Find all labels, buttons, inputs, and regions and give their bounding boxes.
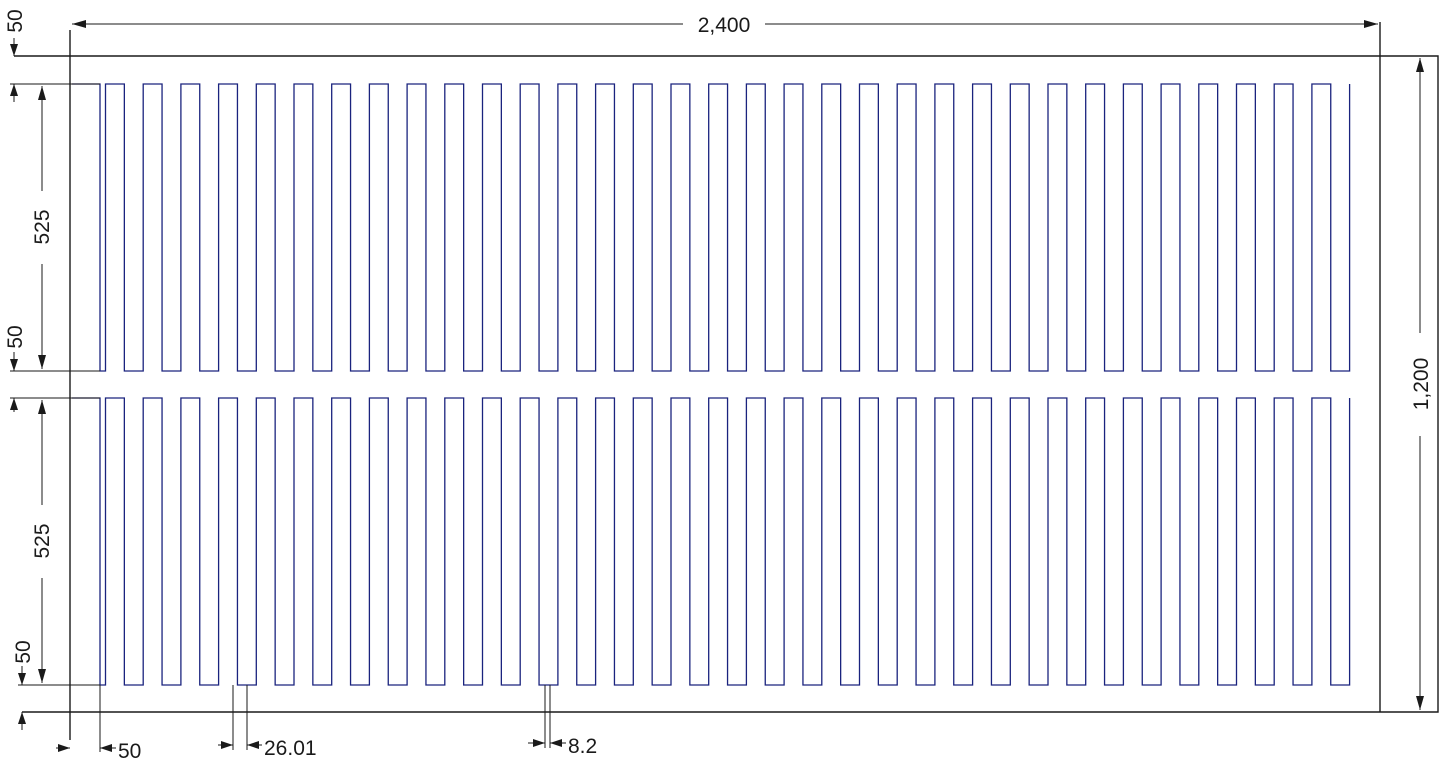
dim-finger-pitch: 26.01: [218, 685, 317, 760]
overall-height-label: 1,200: [1410, 358, 1433, 411]
upper-heating-row: [72, 83, 1351, 372]
lower-heating-row: [72, 397, 1351, 686]
dim-overall-height: 1,200: [1380, 55, 1433, 713]
lower-row-height-label: 525: [31, 523, 54, 558]
plate-outline: [14, 55, 1439, 713]
bottom-margin-label: 50: [12, 640, 35, 663]
dim-upper-row-height: 525: [31, 86, 54, 369]
top-margin-label: 50: [4, 9, 27, 32]
left-margin-label: 50: [118, 740, 141, 763]
overall-width-label: 2,400: [698, 14, 751, 37]
dim-lower-row-height: 525: [31, 400, 54, 683]
line-width-label: 8.2: [568, 735, 597, 758]
upper-row-height-label: 525: [31, 209, 54, 244]
heating-element-rows: [72, 83, 1351, 686]
middle-gap-label: 50: [4, 325, 27, 348]
dim-middle-gap: 50: [4, 325, 27, 412]
dim-top-margin: 50: [4, 9, 27, 102]
dim-overall-width: 2,400: [72, 14, 1378, 37]
dim-line-width: 8.2: [528, 685, 597, 758]
dim-left-margin: 50: [56, 685, 141, 763]
finger-pitch-label: 26.01: [264, 737, 317, 760]
dim-bottom-margin: 50: [12, 640, 35, 730]
